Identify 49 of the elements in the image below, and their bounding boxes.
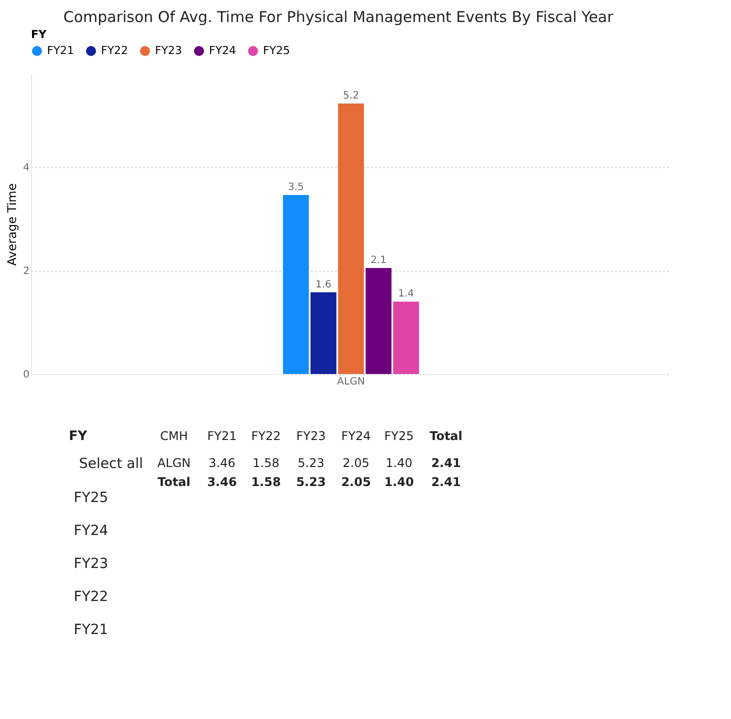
- legend-label: FY21: [47, 44, 74, 57]
- data-label: 5.2: [343, 90, 359, 102]
- text: FY24: [74, 523, 108, 539]
- y-tick-label: 4: [23, 162, 30, 174]
- text: Total: [430, 429, 462, 443]
- bar: [366, 268, 392, 374]
- text: 1.40: [384, 475, 414, 489]
- bar: [338, 103, 364, 374]
- text: FY24: [341, 429, 371, 443]
- text: FY25: [74, 490, 108, 506]
- text: 1.58: [251, 475, 281, 489]
- bar: [282, 195, 309, 374]
- text: Select all: [79, 456, 143, 472]
- text: 3.46: [208, 456, 236, 470]
- text: FY21: [207, 429, 237, 443]
- text: FY22: [74, 589, 108, 605]
- text: FY22: [251, 429, 281, 443]
- legend-title: FY: [31, 28, 48, 41]
- bar: [393, 302, 420, 374]
- text: 3.46: [207, 475, 237, 489]
- bar: [310, 292, 336, 374]
- category-label: ALGN: [157, 456, 191, 470]
- data-label: 2.1: [370, 254, 386, 266]
- text: CMH: [160, 429, 188, 443]
- y-axis-title: Average Time: [5, 183, 20, 266]
- text: FY: [68, 429, 88, 444]
- text: 5.23: [296, 475, 326, 489]
- text: 1.40: [386, 456, 412, 470]
- text: FY25: [384, 429, 414, 443]
- text: 2.05: [341, 475, 371, 489]
- chart-title: Comparison Of Avg. Time For Physical Management Events By Fiscal Year: [63, 8, 614, 26]
- legend-label: FY24: [209, 44, 236, 57]
- legend-label: FY23: [155, 44, 182, 57]
- text: FY21: [74, 622, 108, 638]
- text: Total: [158, 475, 190, 489]
- text: 2.41: [431, 475, 461, 489]
- text: 5.23: [298, 456, 324, 470]
- y-tick-label: 2: [23, 266, 30, 278]
- text: 2.41: [431, 456, 461, 470]
- legend-label: FY25: [263, 44, 290, 57]
- text: 1.58: [252, 456, 280, 470]
- text: FY23: [74, 556, 108, 572]
- text: 2.05: [342, 456, 370, 470]
- legend-label: FY22: [101, 44, 128, 57]
- data-label: 3.5: [288, 182, 304, 194]
- data-label: 1.4: [398, 288, 414, 300]
- text: FY23: [296, 429, 326, 443]
- y-tick-label: 0: [23, 370, 30, 380]
- data-label: 1.6: [316, 279, 332, 290]
